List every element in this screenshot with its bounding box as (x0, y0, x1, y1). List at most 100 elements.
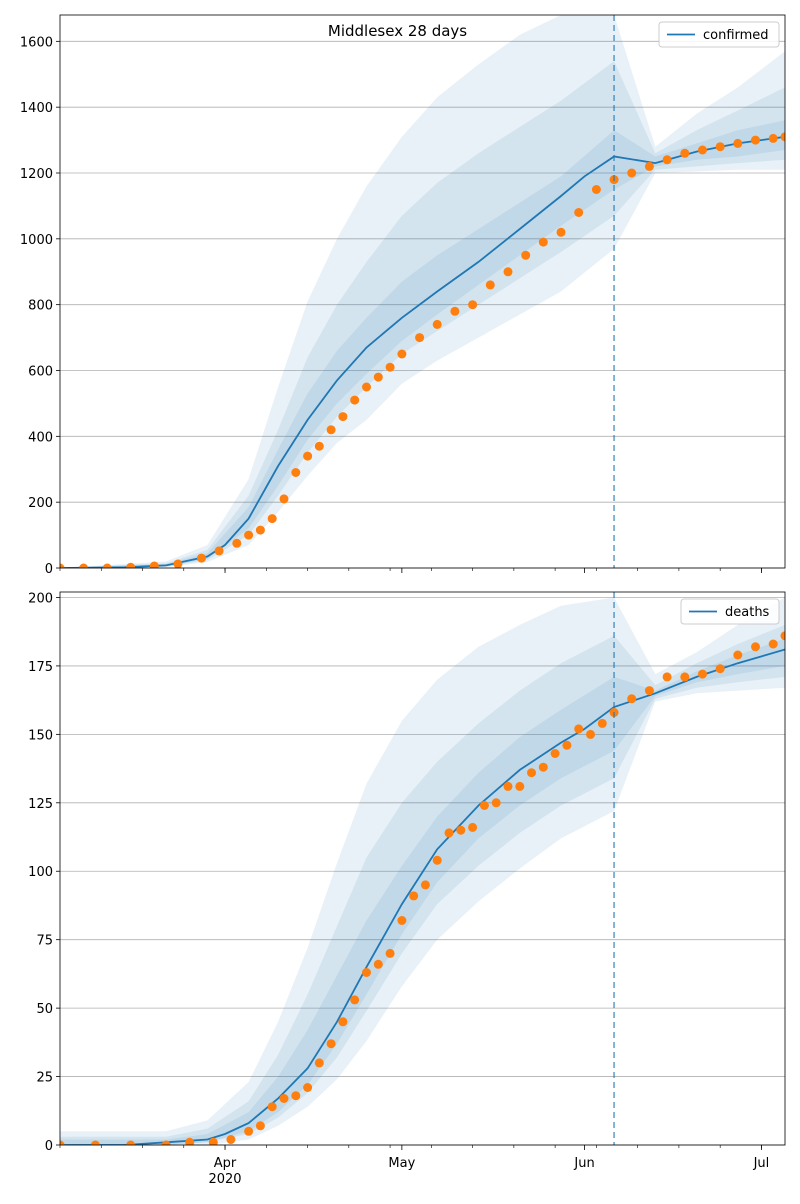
observed-point (538, 237, 548, 247)
y-tick-label: 800 (28, 299, 53, 314)
observed-point (680, 672, 690, 682)
axes-frame (59, 14, 786, 569)
observed-point (303, 1083, 313, 1092)
legend-box (658, 21, 780, 48)
observed-point (314, 441, 324, 451)
y-tick-label: 0 (45, 1139, 53, 1154)
observed-point (698, 145, 707, 155)
observed-point (479, 801, 489, 810)
observed-point (574, 208, 584, 217)
axes-frame (59, 591, 786, 1146)
observed-point (409, 891, 419, 901)
observed-point (420, 880, 430, 890)
observed-point (267, 514, 277, 524)
x-tick-label: Jul (753, 1156, 770, 1171)
observed-point (60, 563, 65, 568)
observed-point (780, 631, 785, 641)
observed-point (456, 825, 466, 835)
uncertainty-band (60, 638, 785, 1145)
observed-point (350, 995, 360, 1005)
observed-point (556, 227, 566, 237)
y-tick-label: 25 (36, 1071, 53, 1086)
observed-point (373, 959, 383, 969)
observed-point (397, 349, 407, 359)
observed-point (491, 798, 501, 808)
y-tick-label: 1000 (20, 233, 53, 248)
observed-point (680, 148, 690, 158)
observed-point (255, 525, 265, 535)
observed-point (244, 1126, 254, 1136)
model-line (60, 135, 785, 568)
observed-point (715, 142, 725, 152)
observed-point (515, 781, 525, 791)
observed-point (591, 185, 601, 194)
y-tick-label: 1600 (20, 35, 53, 50)
observed-point (291, 468, 301, 477)
y-tick-label: 200 (28, 591, 53, 606)
observed-point (415, 333, 425, 343)
observed-point (698, 669, 707, 679)
observed-point (326, 425, 336, 435)
observed-point (597, 718, 607, 728)
y-tick-label: 100 (28, 865, 53, 880)
plot-area (60, 15, 785, 568)
observed-point (303, 451, 313, 461)
chart-title: Middlesex 28 days (328, 22, 467, 40)
observed-point (326, 1039, 336, 1049)
observed-point (780, 132, 785, 142)
y-tick-label: 200 (28, 496, 53, 511)
observed-point (60, 1140, 65, 1145)
uncertainty-band (60, 61, 785, 568)
plot-area (60, 597, 785, 1145)
observed-point (126, 1140, 136, 1145)
observed-point (338, 412, 348, 422)
observed-point (373, 372, 383, 382)
y-tick-label: 0 (45, 562, 53, 577)
observed-point (768, 639, 778, 649)
x-year-label: 2020 (208, 1172, 241, 1187)
observed-point (214, 546, 224, 556)
observed-point (208, 1137, 218, 1145)
y-tick-label: 400 (28, 430, 53, 445)
observed-point (362, 968, 371, 977)
x-tick-label: Apr (214, 1156, 237, 1171)
observed-point (185, 1137, 195, 1145)
observed-point (79, 563, 89, 568)
observed-point (385, 948, 395, 958)
observed-point (468, 300, 478, 310)
observed-point (450, 306, 460, 316)
y-tick-label: 1400 (20, 101, 53, 116)
observed-point (173, 559, 183, 568)
observed-point (662, 155, 672, 165)
observed-point (244, 530, 254, 540)
observed-point (627, 168, 637, 178)
y-tick-label: 50 (36, 1002, 53, 1017)
observed-point (751, 135, 760, 145)
observed-point (562, 740, 572, 750)
observed-point (314, 1058, 324, 1068)
observed-point (503, 267, 513, 277)
observed-point (550, 749, 560, 758)
observed-point (503, 781, 513, 791)
x-tick-label: May (388, 1156, 415, 1171)
observed-point (161, 1140, 171, 1145)
observed-point (291, 1091, 301, 1101)
observed-point (385, 362, 395, 372)
observed-point (538, 762, 548, 772)
observed-point (733, 138, 743, 148)
observed-point (586, 729, 595, 739)
observed-point (521, 250, 531, 260)
observed-point (574, 724, 584, 734)
y-tick-label: 125 (28, 797, 53, 812)
observed-point (644, 161, 654, 171)
observed-point (279, 1094, 289, 1103)
y-tick-label: 150 (28, 728, 53, 743)
observed-point (662, 672, 672, 682)
y-tick-label: 75 (36, 934, 53, 949)
y-tick-label: 175 (28, 660, 53, 675)
observed-point (444, 828, 454, 838)
y-tick-label: 1200 (20, 167, 53, 182)
observed-point (267, 1102, 277, 1112)
